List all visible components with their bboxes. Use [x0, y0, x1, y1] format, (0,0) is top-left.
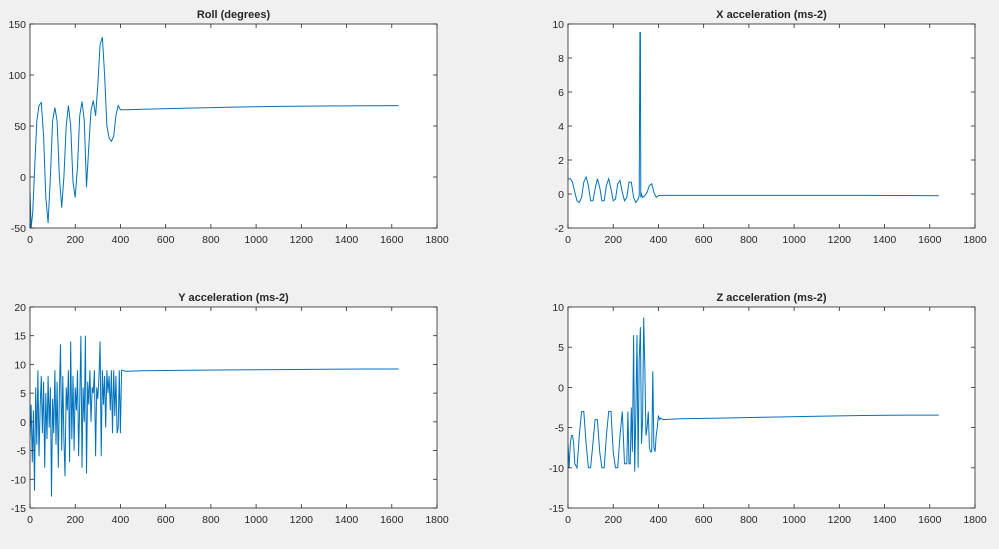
y-tick-label: 6 — [558, 87, 564, 99]
x-tick-label: 800 — [202, 234, 220, 246]
y-tick-label: 10 — [552, 302, 564, 314]
plot-area — [30, 307, 437, 508]
y-tick-label: -10 — [549, 463, 564, 475]
x-tick-label: 0 — [27, 234, 33, 246]
x-tick-label: 1400 — [335, 234, 359, 246]
y-tick-label: 50 — [14, 121, 26, 133]
chart-title: Y acceleration (ms-2) — [178, 292, 289, 304]
x-tick-label: 200 — [604, 234, 622, 246]
x-tick-label: 1800 — [425, 514, 449, 526]
x-tick-label: 1000 — [244, 514, 268, 526]
y-tick-label: -15 — [11, 503, 26, 515]
subplot-1: 0 200 400 600 800 1000 1200 1400 1600 1800-500501… — [8, 9, 448, 246]
y-tick-label: 100 — [8, 70, 26, 82]
plot-area — [568, 24, 975, 228]
y-tick-label: 20 — [14, 302, 26, 314]
y-tick-label: -15 — [549, 503, 564, 515]
x-tick-label: 400 — [112, 514, 130, 526]
x-tick-label: 200 — [604, 514, 622, 526]
x-tick-label: 400 — [650, 514, 668, 526]
x-tick-label: 0 — [565, 514, 571, 526]
x-tick-label: 800 — [202, 514, 220, 526]
y-tick-label: 4 — [558, 121, 564, 133]
series-line-1 — [30, 37, 399, 228]
x-tick-label: 1200 — [290, 514, 314, 526]
x-tick-label: 600 — [695, 234, 713, 246]
plot-area — [568, 307, 975, 508]
x-tick-label: 800 — [740, 514, 758, 526]
x-tick-label: 600 — [157, 514, 175, 526]
y-tick-label: 150 — [8, 19, 26, 31]
y-tick-label: -5 — [555, 423, 564, 435]
x-tick-label: 400 — [650, 234, 668, 246]
x-tick-label: 1800 — [425, 234, 449, 246]
y-tick-label: 0 — [558, 189, 564, 201]
x-tick-label: 1000 — [782, 234, 806, 246]
x-tick-label: 1600 — [380, 234, 404, 246]
y-tick-label: 0 — [20, 417, 26, 429]
x-tick-label: 200 — [66, 514, 84, 526]
y-tick-label: 2 — [558, 155, 564, 167]
y-tick-label: -50 — [11, 223, 26, 235]
y-tick-label: 5 — [20, 388, 26, 400]
y-tick-label: -10 — [11, 474, 26, 486]
chart-title: Z acceleration (ms-2) — [716, 292, 826, 304]
x-tick-label: 1200 — [828, 234, 852, 246]
subplot-3: 0 200 400 600 800 1000 1200 1400 1600 1800-15-10-… — [11, 292, 449, 526]
y-tick-label: -2 — [555, 223, 564, 235]
y-tick-label: 15 — [14, 331, 26, 343]
y-tick-label: 10 — [14, 359, 26, 371]
x-tick-label: 1200 — [828, 514, 852, 526]
y-tick-label: 5 — [558, 342, 564, 354]
chart-title: Roll (degrees) — [197, 9, 271, 21]
subplot-2: 0 200 400 600 800 1000 1200 1400 1600 1800-202468… — [552, 9, 987, 246]
x-tick-label: 1600 — [918, 514, 942, 526]
x-tick-label: 400 — [112, 234, 130, 246]
chart-title: X acceleration (ms-2) — [716, 9, 827, 21]
x-tick-label: 1800 — [963, 514, 987, 526]
x-tick-label: 0 — [565, 234, 571, 246]
x-tick-label: 1600 — [380, 514, 404, 526]
x-tick-label: 1600 — [918, 234, 942, 246]
x-tick-label: 200 — [66, 234, 84, 246]
x-tick-label: 600 — [157, 234, 175, 246]
x-tick-label: 1800 — [963, 234, 987, 246]
plot-area — [30, 24, 437, 228]
x-tick-label: 1200 — [290, 234, 314, 246]
y-tick-label: 8 — [558, 53, 564, 65]
x-tick-label: 800 — [740, 234, 758, 246]
y-tick-label: 0 — [558, 382, 564, 394]
x-tick-label: 1400 — [335, 514, 359, 526]
y-tick-label: 0 — [20, 172, 26, 184]
x-tick-label: 1000 — [244, 234, 268, 246]
series-line-1 — [568, 32, 939, 204]
y-tick-label: -5 — [17, 446, 26, 458]
x-tick-label: 1400 — [873, 234, 897, 246]
subplot-4: 0 200 400 600 800 1000 1200 1400 1600 1800 -15 -10 -… — [549, 292, 987, 526]
axes-box — [29, 306, 438, 509]
y-tick-label: 10 — [552, 19, 564, 31]
x-tick-label: 600 — [695, 514, 713, 526]
series-line-1 — [30, 335, 399, 497]
axes-box — [567, 306, 976, 509]
x-tick-label: 1000 — [782, 514, 806, 526]
x-tick-label: 0 — [27, 514, 33, 526]
x-tick-label: 1400 — [873, 514, 897, 526]
series-line-1 — [568, 317, 939, 472]
